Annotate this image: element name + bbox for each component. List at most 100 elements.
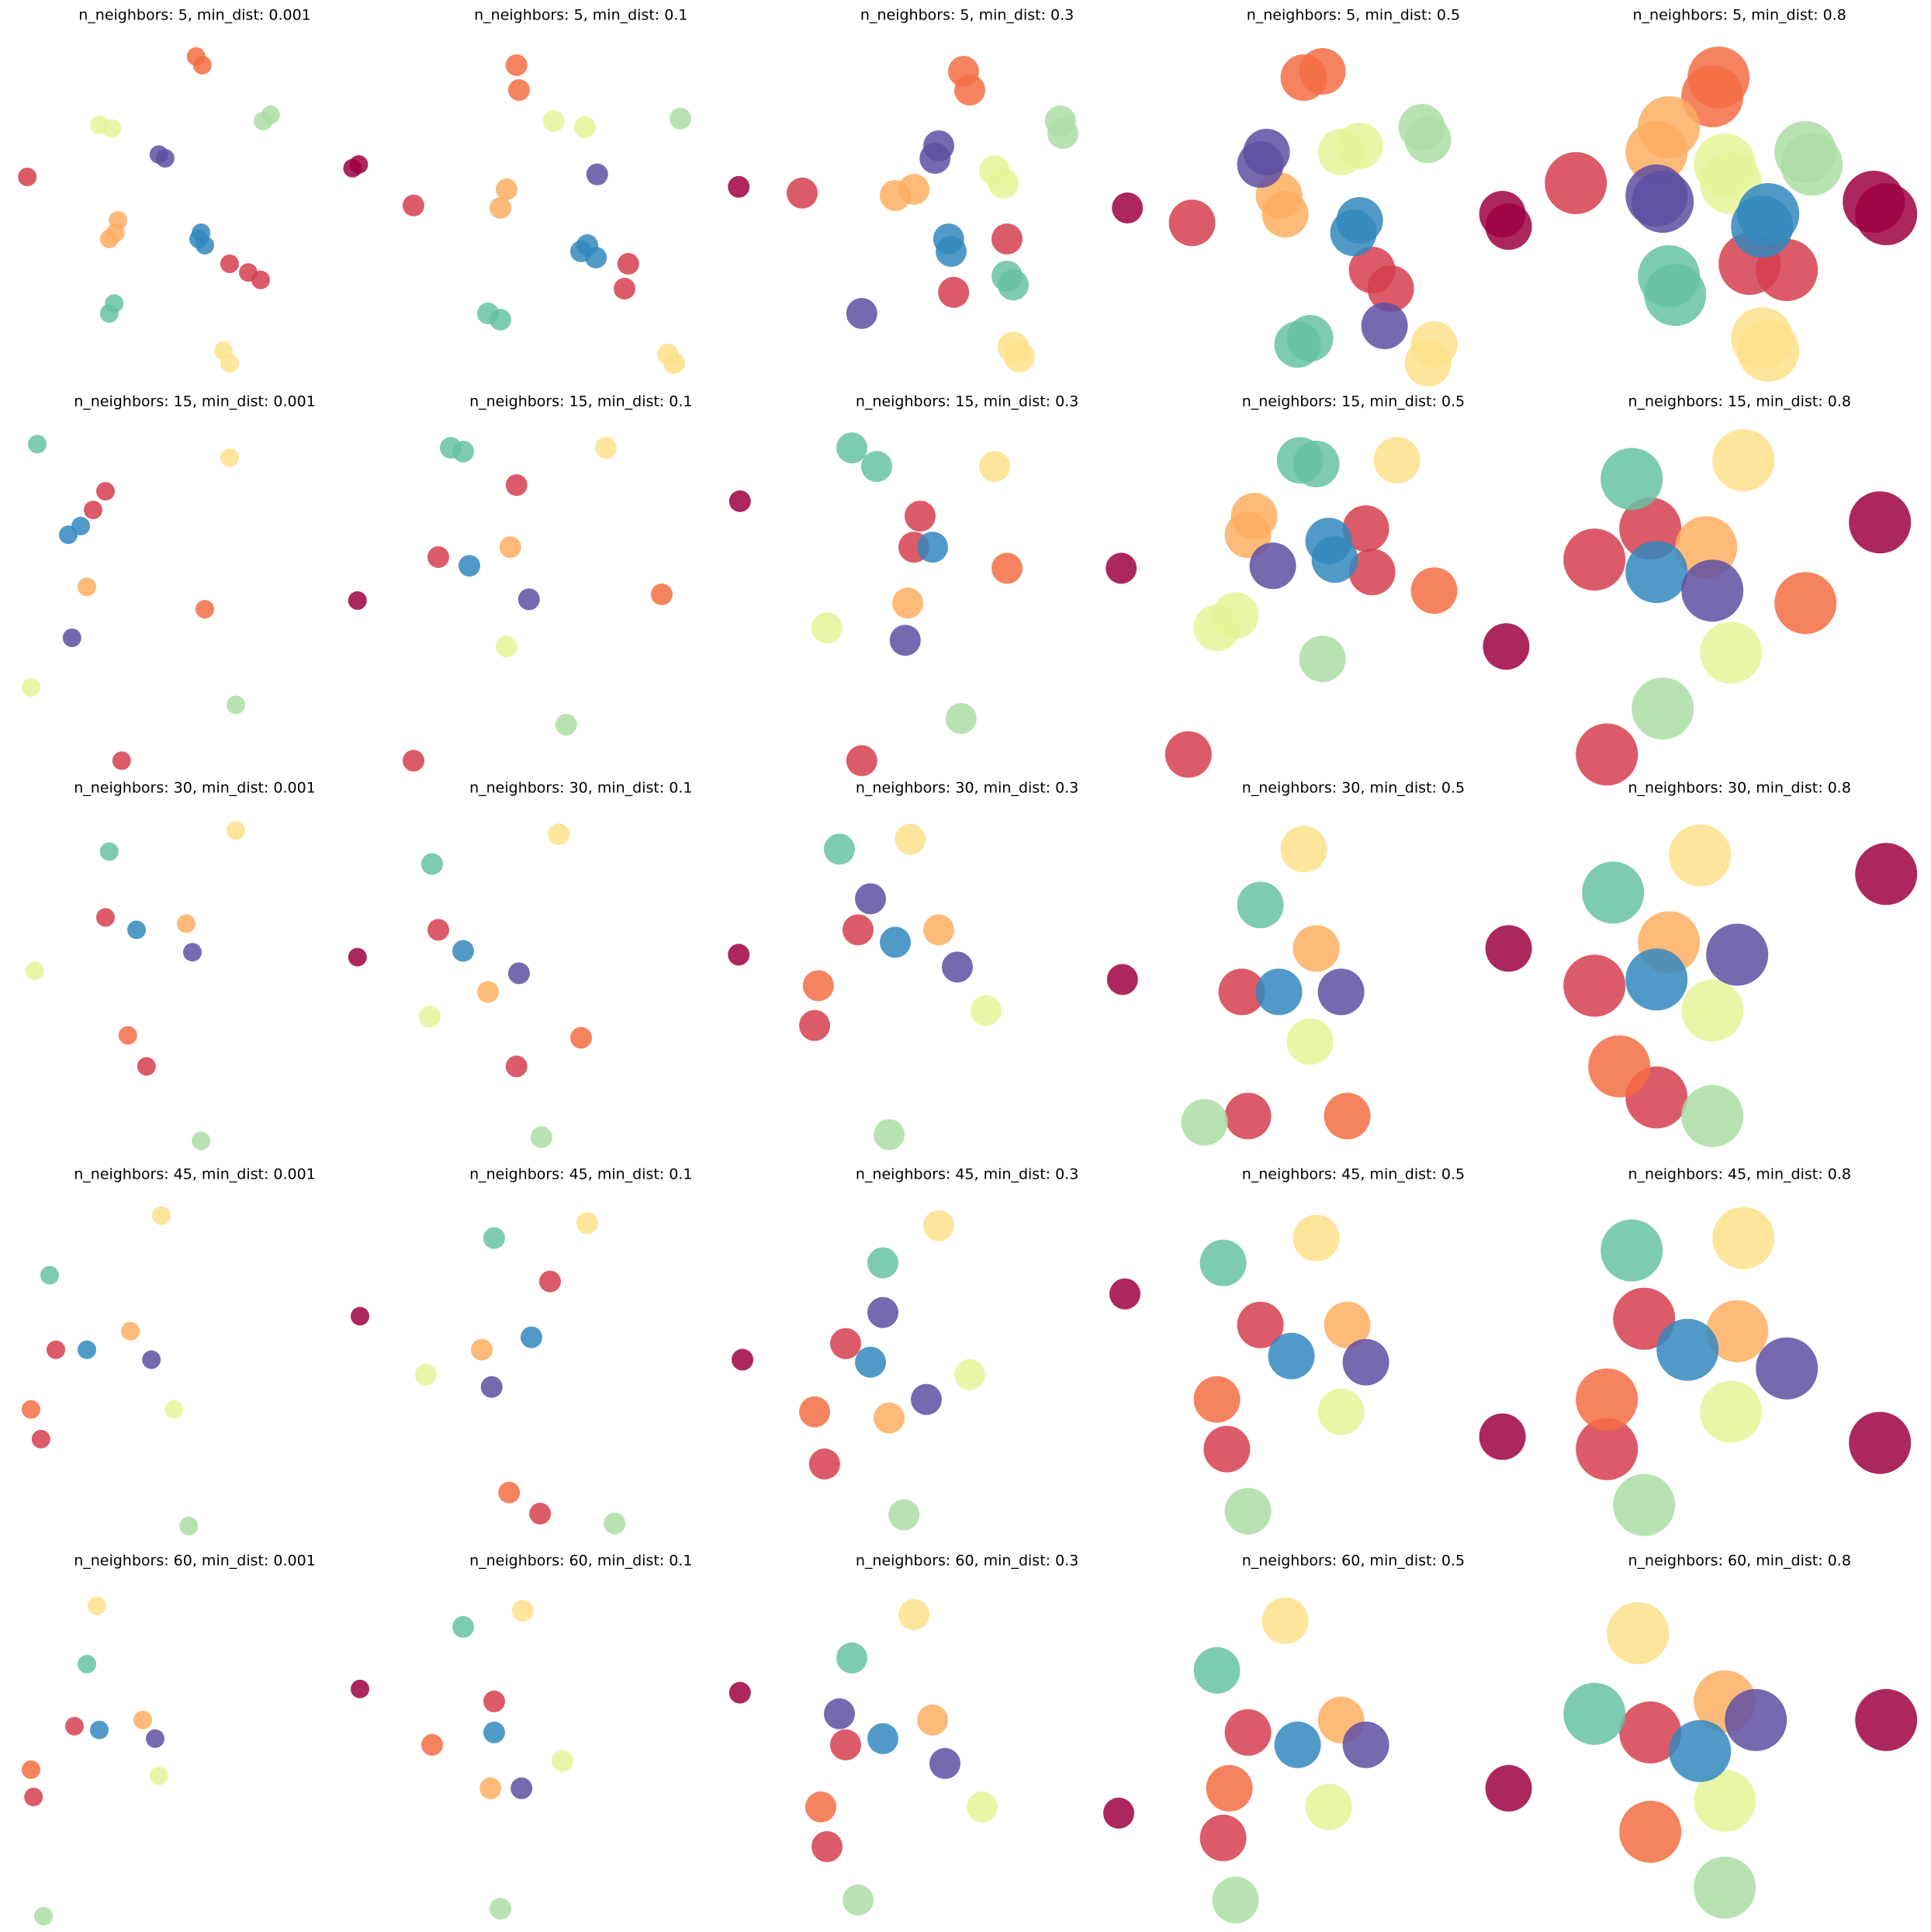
point [90, 1720, 109, 1740]
panel: n_neighbors: 5, min_dist: 0.001 [18, 7, 369, 372]
point [836, 1642, 867, 1674]
point [1249, 542, 1296, 590]
point [1317, 129, 1365, 175]
point [1237, 1301, 1284, 1349]
panel: n_neighbors: 45, min_dist: 0.001 [22, 1166, 369, 1536]
panel: n_neighbors: 60, min_dist: 0.3 [805, 1553, 1134, 1916]
panel: n_neighbors: 60, min_dist: 0.5 [1193, 1553, 1532, 1923]
cluster [90, 115, 121, 138]
point [505, 1055, 528, 1078]
panel-title: n_neighbors: 5, min_dist: 0.3 [860, 7, 1074, 24]
panel-title: n_neighbors: 45, min_dist: 0.5 [1242, 1166, 1465, 1183]
panel: n_neighbors: 15, min_dist: 0.001 [22, 393, 367, 770]
cluster [799, 914, 874, 1041]
cluster [991, 261, 1029, 301]
cluster [1199, 1239, 1247, 1286]
cluster [595, 437, 617, 459]
point [1725, 1688, 1787, 1751]
point [867, 1297, 898, 1328]
point [988, 168, 1019, 199]
cluster [1112, 192, 1144, 223]
point [96, 482, 115, 501]
point [480, 1376, 503, 1398]
panel: n_neighbors: 60, min_dist: 0.8 [1563, 1553, 1918, 1919]
point [1293, 1214, 1340, 1262]
cluster [1193, 1376, 1241, 1423]
point [595, 437, 617, 459]
cluster [787, 177, 1023, 308]
cluster [1206, 1764, 1253, 1812]
cluster [1317, 968, 1365, 1016]
point [1224, 511, 1272, 559]
cluster [521, 1326, 542, 1349]
cluster [477, 981, 499, 1003]
cluster [555, 714, 577, 736]
point [1563, 954, 1626, 1017]
point [477, 303, 499, 324]
cluster [192, 1131, 211, 1151]
panel-title: n_neighbors: 60, min_dist: 0.3 [856, 1553, 1078, 1570]
point [1855, 1688, 1918, 1751]
cluster [979, 451, 1010, 483]
cluster [1843, 171, 1918, 245]
point [604, 1512, 626, 1535]
cluster [805, 1791, 836, 1823]
point [220, 354, 239, 372]
cluster [570, 1027, 592, 1049]
cluster [728, 490, 751, 512]
cluster [895, 823, 926, 855]
point [1106, 964, 1138, 995]
point [22, 678, 40, 697]
cluster [1199, 1709, 1272, 1861]
point [728, 943, 750, 966]
point [34, 1906, 53, 1926]
panel-title: n_neighbors: 30, min_dist: 0.001 [74, 780, 316, 797]
cluster [824, 833, 855, 865]
point [548, 823, 570, 846]
point [22, 1400, 40, 1419]
point [189, 230, 208, 248]
point [1669, 1719, 1732, 1782]
point [1694, 1856, 1756, 1919]
point [18, 168, 37, 186]
point [1305, 1783, 1352, 1830]
cluster [923, 1210, 954, 1241]
point [196, 600, 214, 619]
cluster [1619, 1701, 1682, 1764]
point [146, 1729, 164, 1748]
cluster [127, 920, 146, 940]
point [1203, 1425, 1251, 1473]
cluster [179, 1516, 199, 1536]
cluster [1268, 1332, 1315, 1380]
panel-title: n_neighbors: 5, min_dist: 0.8 [1633, 7, 1846, 24]
panel: n_neighbors: 45, min_dist: 0.5 [1193, 1166, 1526, 1535]
point [96, 908, 115, 927]
point [812, 1831, 843, 1862]
cluster [517, 588, 540, 611]
point [929, 1747, 960, 1779]
cluster [499, 536, 521, 559]
point [836, 432, 867, 464]
cluster [1342, 1721, 1389, 1768]
point [1398, 104, 1445, 151]
point [421, 1733, 443, 1756]
cluster [186, 47, 212, 74]
cluster [812, 1729, 861, 1862]
point [490, 197, 511, 219]
point [855, 1346, 886, 1378]
point [1576, 1368, 1639, 1431]
cluster [1224, 1487, 1272, 1535]
point [651, 583, 673, 605]
point [1293, 441, 1340, 487]
point [1224, 1709, 1272, 1756]
cluster [505, 54, 530, 101]
cluster [121, 1321, 140, 1341]
cluster [1849, 1411, 1912, 1474]
cluster [728, 175, 750, 198]
cluster [220, 448, 239, 467]
point [121, 1321, 140, 1341]
cluster [403, 474, 528, 772]
point [1479, 191, 1526, 237]
cluster [1681, 979, 1744, 1042]
point [1342, 1721, 1389, 1768]
